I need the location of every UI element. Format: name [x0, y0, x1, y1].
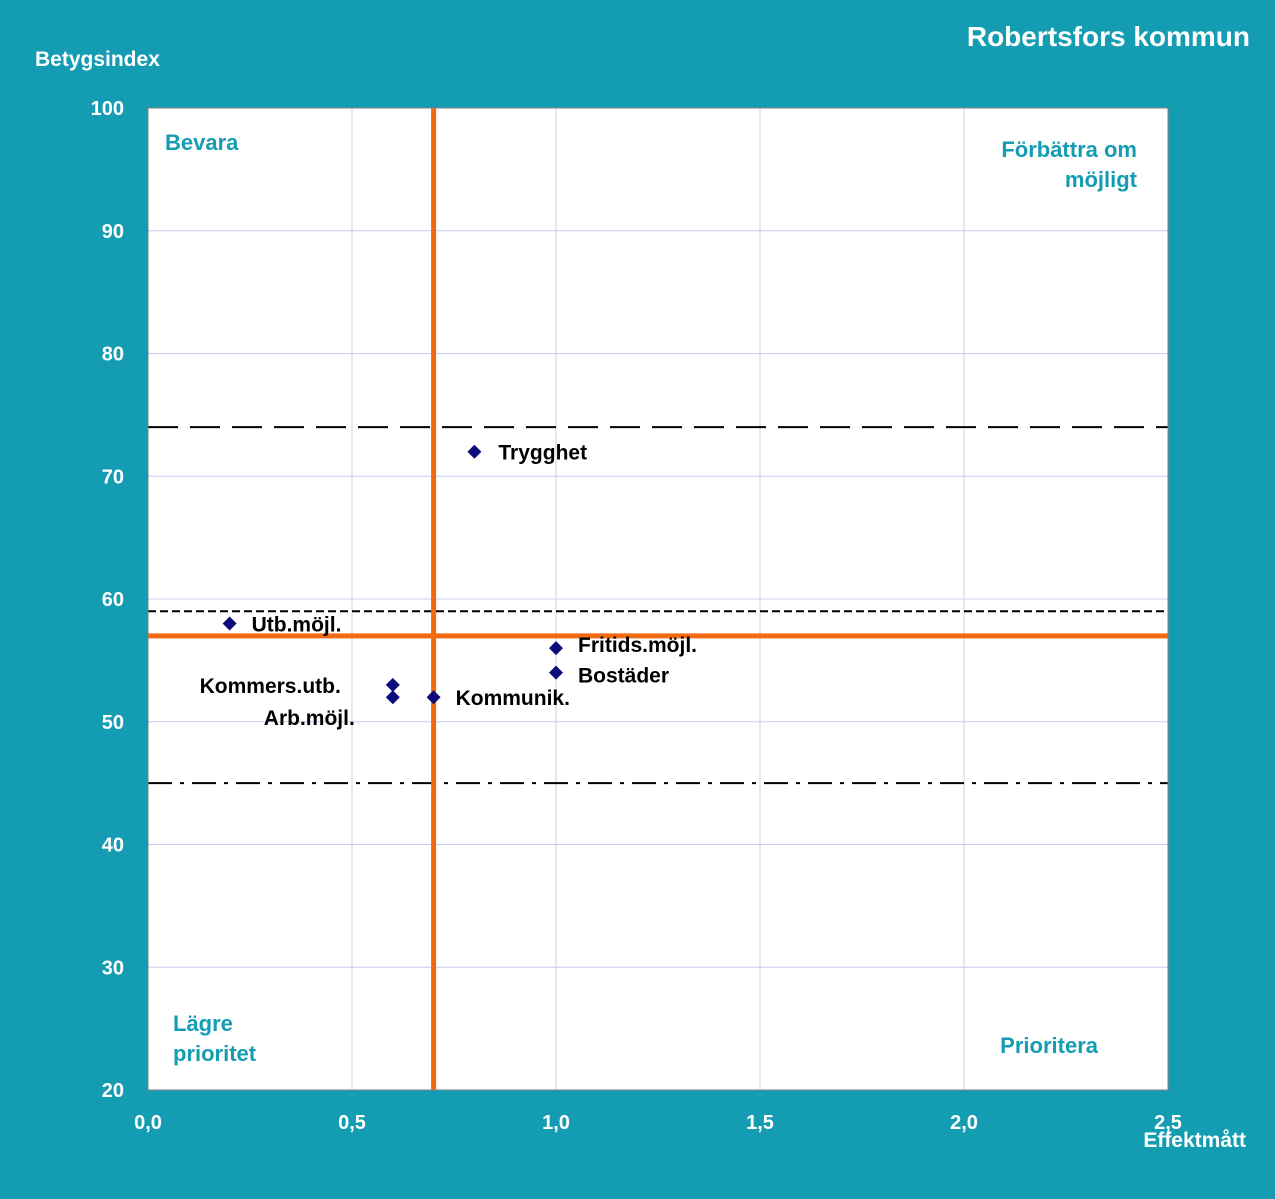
x-tick-label: 0,0 [134, 1112, 162, 1134]
quadrant-label-top-right: möjligt [1065, 167, 1138, 192]
y-tick-label: 90 [102, 221, 124, 243]
y-tick-labels: 20 30 40 50 60 70 80 90 100 [91, 98, 124, 1102]
x-tick-label: 1,0 [542, 1112, 570, 1134]
data-point-marker [426, 690, 441, 705]
quadrant-label-top-left: Bevara [165, 130, 239, 155]
data-point-label: Fritids.möjl. [578, 634, 697, 657]
data-point-marker [549, 665, 563, 680]
x-tick-label: 0,5 [338, 1112, 366, 1134]
quadrant-labels: Bevara Förbättra om möjligt Lägre prioritet P… [165, 130, 1138, 1066]
quadrant-label-bottom-right: Prioritera [1000, 1033, 1099, 1058]
y-axis-title: Betygsindex [35, 48, 160, 71]
quadrant-label-bottom-left: prioritet [173, 1041, 257, 1066]
quadrant-label-top-right: Förbättra om [1001, 137, 1137, 162]
x-tick-label: 1,5 [746, 1112, 774, 1134]
y-tick-label: 50 [102, 712, 124, 734]
y-tick-label: 40 [102, 835, 124, 857]
y-tick-label: 80 [102, 344, 124, 366]
reference-lines [147, 107, 1169, 1091]
y-tick-label: 20 [102, 1080, 124, 1102]
data-point-marker [222, 616, 237, 631]
data-point-label: Kommers.utb. [200, 675, 341, 698]
plot-border [147, 107, 1169, 1091]
data-point-marker [549, 641, 563, 656]
gridlines [148, 108, 1168, 1090]
x-tick-label: 2,5 [1154, 1112, 1182, 1134]
data-point-marker [385, 690, 400, 705]
quadrant-label-bottom-left: Lägre [173, 1011, 233, 1036]
x-axis-title: Effektmått [1143, 1129, 1246, 1152]
y-tick-label: 30 [102, 957, 124, 979]
data-point-label: Arb.möjl. [264, 707, 355, 730]
data-point-marker [467, 444, 482, 459]
data-point-label: Utb.möjl. [252, 614, 342, 637]
x-tick-label: 2,0 [950, 1112, 978, 1134]
data-point-label: Bostäder [578, 665, 669, 688]
y-tick-label: 70 [102, 466, 124, 488]
y-tick-label: 60 [102, 589, 124, 611]
data-points: Trygghet Utb.möjl. Fritids.möjl. Bostäder Ko… [200, 442, 697, 731]
data-point-label: Kommunik. [456, 687, 570, 710]
data-point-label: Trygghet [498, 442, 587, 465]
y-tick-label: 100 [91, 98, 124, 120]
data-point-marker [385, 677, 400, 692]
x-tick-labels: 0,0 0,5 1,0 1,5 2,0 2,5 [134, 1112, 1182, 1134]
page-title: Robertsfors kommun [967, 21, 1250, 52]
